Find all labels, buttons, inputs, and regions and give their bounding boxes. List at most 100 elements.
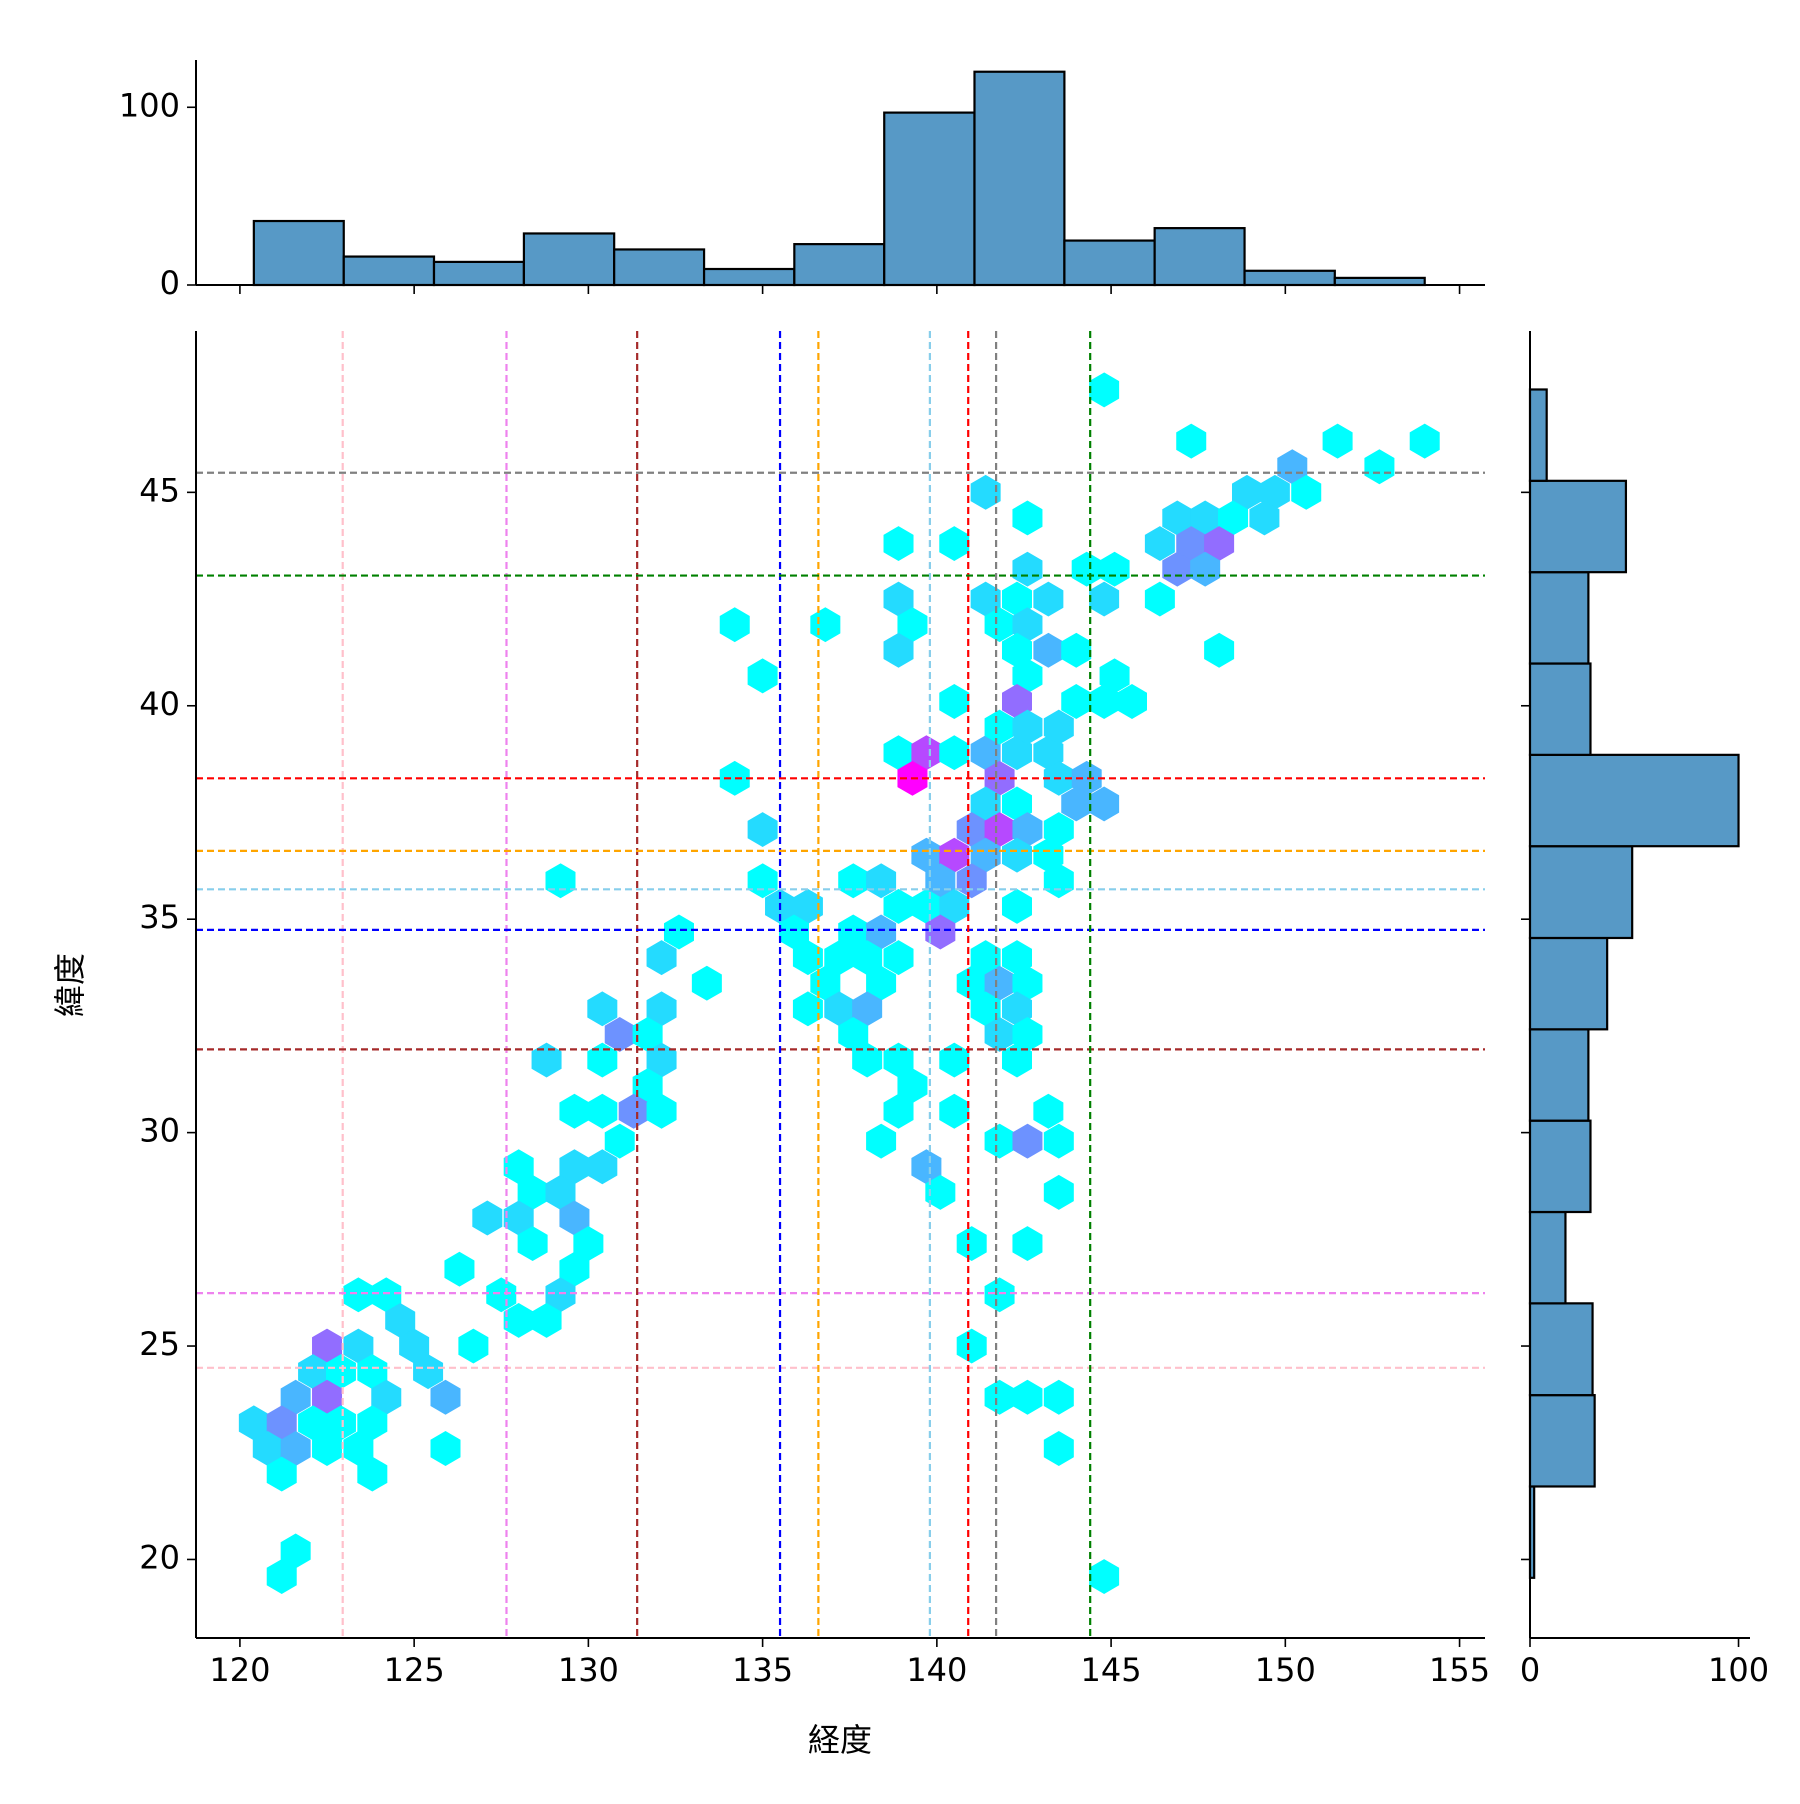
hexbin-cell: [1043, 709, 1074, 745]
x-tick-label: 100: [1708, 1651, 1769, 1689]
hexbin-cell: [866, 1123, 897, 1159]
hexbin-cell: [852, 1042, 883, 1078]
y-tick-label: 35: [139, 898, 180, 936]
hexbin-cell: [559, 1093, 590, 1129]
hexbin-cell: [545, 863, 576, 899]
hexbin-cell: [925, 1174, 956, 1210]
hexbin-cell: [792, 991, 823, 1027]
hexbin-cell: [883, 1093, 914, 1129]
hexbin-cell: [883, 632, 914, 668]
histogram-bar: [1153, 227, 1246, 287]
histogram-bar: [1528, 1302, 1594, 1397]
y-tick-label: 100: [119, 86, 180, 124]
y-axis-label: 緯度: [51, 953, 89, 1017]
histogram-bar: [793, 243, 886, 287]
hexbin-cell: [1089, 786, 1120, 822]
hexbin-cell: [531, 1302, 562, 1338]
hexbin-cell: [1089, 372, 1120, 408]
hexbin-cell: [1099, 551, 1130, 587]
hexbin-cell: [1012, 1123, 1043, 1159]
hexbin-cell: [984, 1123, 1015, 1159]
hexbin-cell: [472, 1200, 503, 1236]
hexbin-cell: [604, 1016, 635, 1052]
x-tick-label: 145: [1081, 1651, 1142, 1689]
hexbin-cell: [1144, 581, 1175, 617]
hexbin-cell: [503, 1302, 534, 1338]
hexbin-cell: [939, 1042, 970, 1078]
histogram-bar: [1528, 936, 1609, 1031]
y-tick-label: 45: [139, 471, 180, 509]
hexbin-cell: [691, 965, 722, 1001]
histogram-bar: [1528, 479, 1628, 574]
hexbin-cell: [1291, 474, 1322, 510]
hexbin-cell: [1043, 1431, 1074, 1466]
hexbin-cell: [663, 914, 694, 950]
hexbin-cell: [747, 863, 778, 899]
hexbin-cell: [883, 888, 914, 924]
hexbin-cell: [430, 1431, 461, 1466]
hexbin-cell: [1012, 709, 1043, 745]
histogram-bar: [1528, 1028, 1590, 1122]
histogram-bar: [1528, 753, 1740, 848]
histogram-bar: [1528, 1210, 1567, 1305]
hexbin-cell: [587, 1149, 618, 1185]
histogram-bar: [1528, 662, 1592, 756]
hexbin-cell: [1144, 526, 1175, 562]
hexbin-cell: [486, 1277, 517, 1313]
hexbin-cell: [646, 1093, 677, 1129]
x-tick-label: 140: [906, 1651, 967, 1689]
hexbin-cell: [883, 526, 914, 562]
histogram-bar: [522, 232, 616, 287]
hexbin-cell: [343, 1277, 374, 1313]
histogram-bar: [702, 267, 796, 287]
hexbin-cell: [1002, 735, 1033, 771]
histogram-bar: [613, 248, 706, 287]
hexbin-cell: [1364, 449, 1395, 485]
hexbin-cell: [1061, 684, 1092, 719]
hexbin-cell: [883, 940, 914, 976]
hexbin-cell: [1089, 1559, 1120, 1594]
y-tick-label: 25: [139, 1325, 180, 1363]
hexbin-cell: [517, 1226, 548, 1262]
x-axis-label: 経度: [808, 1721, 872, 1759]
x-tick-label: 135: [732, 1651, 793, 1689]
histogram-bar: [252, 219, 345, 287]
hexbin-cell: [587, 991, 618, 1027]
hexbin-cell: [1012, 1226, 1043, 1262]
hexbin-cell: [413, 1354, 444, 1390]
histogram-bar: [1528, 1119, 1592, 1214]
hexbin-cell: [1002, 837, 1033, 873]
hexbin-cell: [587, 1042, 618, 1078]
hexbin-cell: [747, 812, 778, 848]
x-tick-label: 125: [384, 1651, 445, 1689]
histogram-bar: [1528, 388, 1548, 482]
hexbin-cell: [1002, 888, 1033, 924]
histogram-bar: [1528, 845, 1634, 940]
hexbin-cell: [866, 863, 897, 899]
hexbin-cell: [939, 526, 970, 562]
hexbin-cell: [939, 735, 970, 771]
hexbin-cell: [1033, 1093, 1064, 1129]
hexbin-cell: [646, 940, 677, 976]
hexbin-cell: [430, 1379, 461, 1415]
hexbin-cell: [1012, 1379, 1043, 1415]
hexbin-cell: [956, 1226, 987, 1262]
hexbin-cell: [587, 1093, 618, 1129]
hexbin-cell: [1089, 581, 1120, 617]
hexbin-cell: [1409, 423, 1440, 459]
y-tick-label: 30: [139, 1112, 180, 1150]
hexbin-cell: [1043, 1123, 1074, 1159]
histogram-bar: [973, 70, 1066, 287]
x-tick-label: 120: [209, 1651, 270, 1689]
hexbin-cell: [939, 684, 970, 719]
x-tick-label: 130: [558, 1651, 619, 1689]
histogram-bar: [1528, 1394, 1596, 1488]
histogram-bar: [432, 260, 526, 287]
x-tick-label: 0: [1520, 1651, 1540, 1689]
y-tick-label: 40: [139, 685, 180, 723]
hexbin-cell: [810, 607, 841, 643]
hexbin-cell: [1012, 500, 1043, 536]
hexbin-cell: [1033, 581, 1064, 617]
hexbin-cell: [719, 760, 750, 796]
